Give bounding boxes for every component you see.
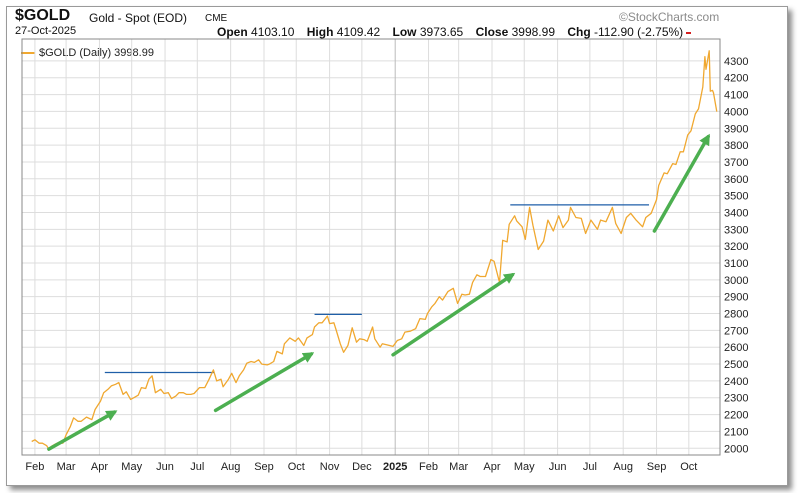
y-tick-label: 2500 — [724, 359, 748, 371]
x-tick-label: Mar — [449, 461, 468, 473]
x-tick-label: Dec — [352, 461, 372, 473]
y-tick-label: 4000 — [724, 106, 748, 118]
y-tick-label: 2100 — [724, 426, 748, 438]
open-value: 4103.10 — [251, 25, 295, 39]
y-tick-label: 2200 — [724, 410, 748, 422]
x-tick-label: Jul — [190, 461, 204, 473]
legend-label: $GOLD (Daily) 3998.99 — [39, 47, 154, 59]
price-chart: 2000 2100 2200 2300 2400 2500 2600 2700 2800 2900… — [21, 38, 748, 473]
y-tick-label: 2300 — [724, 393, 748, 405]
trend-arrow — [652, 133, 710, 233]
y-tick-label: 3100 — [724, 258, 748, 270]
y-tick-label: 3700 — [724, 157, 748, 169]
x-tick-label: Sep — [254, 461, 274, 473]
y-tick-label: 3900 — [724, 123, 748, 135]
y-tick-label: 3200 — [724, 241, 748, 253]
y-tick-label: 2700 — [724, 325, 748, 337]
x-tick-label: 2025 — [383, 461, 407, 473]
y-tick-label: 3400 — [724, 207, 748, 219]
close-value: 3998.99 — [511, 25, 555, 39]
y-tick-label: 3500 — [724, 191, 748, 203]
y-tick-label: 2000 — [724, 443, 748, 455]
high-label: High — [306, 25, 334, 39]
x-tick-label: Aug — [613, 461, 633, 473]
x-tick-label: Apr — [483, 461, 500, 473]
y-tick-label: 4300 — [724, 56, 748, 68]
down-marker-icon — [686, 31, 692, 34]
open-label: Open — [217, 25, 248, 39]
y-tick-label: 2900 — [724, 292, 748, 304]
x-tick-label: Apr — [91, 461, 108, 473]
x-tick-label: Oct — [288, 461, 305, 473]
trend-arrow — [213, 352, 315, 413]
y-tick-label: 3800 — [724, 140, 748, 152]
x-tick-label: Jul — [583, 461, 597, 473]
chart-description: Gold - Spot (EOD) — [89, 11, 188, 25]
plot-area — [21, 38, 721, 456]
y-tick-label: 4100 — [724, 90, 748, 102]
trend-arrow — [47, 410, 118, 451]
chart-date: 27-Oct-2025 — [15, 25, 77, 37]
chart-legend: $GOLD (Daily) 3998.99 — [21, 47, 154, 59]
stockcharts-logo: ©StockCharts.com — [619, 10, 720, 24]
chart-frame: $GOLD Gold - Spot (EOD) CME 27-Oct-2025 … — [6, 6, 788, 486]
y-tick-label: 4200 — [724, 73, 748, 85]
y-tick-label: 3300 — [724, 224, 748, 236]
legend-swatch — [21, 52, 35, 55]
low-value: 3973.65 — [419, 25, 464, 39]
x-tick-label: Jun — [549, 461, 567, 473]
x-tick-label: Nov — [320, 461, 340, 473]
trend-arrow — [391, 272, 516, 357]
y-tick-label: 3000 — [724, 275, 748, 287]
x-tick-label: May — [514, 461, 535, 473]
y-tick-label: 2400 — [724, 376, 748, 388]
high-value: 4109.42 — [336, 25, 381, 39]
price-line — [31, 50, 718, 451]
change-value: -112.90 (-2.75%) — [594, 25, 684, 39]
ohlc-readout: Open 4103.10 High 4109.42 Low 3973.65 Cl… — [217, 25, 692, 39]
x-tick-label: Mar — [57, 461, 76, 473]
x-tick-label: Sep — [647, 461, 667, 473]
x-tick-label: Jun — [156, 461, 174, 473]
x-tick-label: Feb — [25, 461, 44, 473]
x-tick-label: Aug — [221, 461, 241, 473]
y-tick-label: 3600 — [724, 174, 748, 186]
change-label: Chg — [567, 25, 591, 39]
x-tick-label: Feb — [419, 461, 438, 473]
close-label: Close — [475, 25, 509, 39]
chart-symbol: $GOLD — [15, 7, 71, 24]
low-label: Low — [392, 25, 417, 39]
x-tick-label: Oct — [680, 461, 697, 473]
x-tick-label: May — [121, 461, 142, 473]
exchange-label: CME — [205, 13, 228, 24]
y-tick-label: 2600 — [724, 342, 748, 354]
y-tick-label: 2800 — [724, 309, 748, 321]
